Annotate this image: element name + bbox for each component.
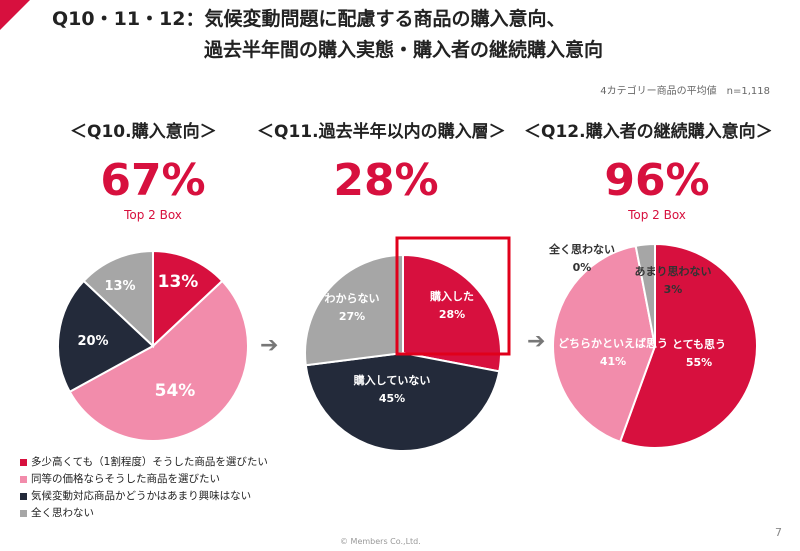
arrow-right-icon: ➔ xyxy=(260,333,279,358)
slice-value-label: 13% xyxy=(104,279,135,294)
pie-slice xyxy=(82,249,154,349)
legend-swatch xyxy=(20,492,27,500)
slice-label: 購入した xyxy=(429,289,474,303)
slice-value-label: 41% xyxy=(600,355,626,368)
slice-value-label: 20% xyxy=(77,334,108,349)
slice-label: 購入していない xyxy=(353,373,431,387)
page-title: Q10・11・12：気候変動問題に配慮する商品の購入意向、 過去半年間の購入実態… xyxy=(52,4,752,66)
slice-label: 全く思わない xyxy=(548,242,615,256)
pie-slice xyxy=(551,244,657,444)
pie-slice xyxy=(304,253,404,367)
pie-q12: とても思う 55% どちらかといえば思う 41% あまり思わない 3% 全く思わない 0% xyxy=(548,242,758,449)
pie-slice xyxy=(618,242,758,449)
pie-slice xyxy=(634,242,656,347)
slice-label: とても思う xyxy=(672,338,726,351)
legend-label: 気候変動対応商品かどうかはあまり興味はない xyxy=(31,490,252,502)
arrow-right-icon: ➔ xyxy=(527,329,546,354)
legend-label: 同等の価格ならそうした商品を選びたい xyxy=(31,473,220,485)
slice-value-label: 54% xyxy=(155,381,196,401)
sample-note: 4カテゴリー商品の平均値 n=1,118 xyxy=(600,86,770,97)
legend-swatch xyxy=(20,509,27,517)
title-line-2: 過去半年間の購入実態・購入者の継続購入意向 xyxy=(204,39,604,61)
panel-heading-q11: ＜Q11.過去半年以内の購入層＞ xyxy=(257,122,506,142)
big-percent-q12: 96% xyxy=(604,155,710,206)
slice-label: どちらかといえば思う xyxy=(558,336,668,350)
pie-q11: 購入した 28% 購入していない 45% わからない 27% xyxy=(304,253,502,452)
slice-label: あまり思わない xyxy=(635,265,712,278)
title-line-1: Q10・11・12：気候変動問題に配慮する商品の購入意向、 xyxy=(52,8,566,30)
highlight-box xyxy=(395,236,511,356)
legend-item: 同等の価格ならそうした商品を選びたい xyxy=(20,471,268,488)
legend-swatch xyxy=(20,475,27,483)
page-number: 7 xyxy=(775,526,782,539)
slice-label: わからない xyxy=(325,292,380,305)
pie-slice xyxy=(304,351,501,452)
top2box-label-q12: Top 2 Box xyxy=(628,208,686,222)
slice-value-label: 27% xyxy=(339,310,365,323)
slice-value-label: 28% xyxy=(439,308,465,321)
slice-value-label: 3% xyxy=(664,283,683,296)
legend-label: 全く思わない xyxy=(31,507,94,519)
panel-heading-q10: ＜Q10.購入意向＞ xyxy=(70,122,217,142)
legend-swatch xyxy=(20,458,27,466)
big-percent-q11: 28% xyxy=(333,155,439,206)
corner-accent xyxy=(0,0,30,30)
pie-slice xyxy=(152,249,224,349)
legend-label: 多少高くても（1割程度）そうした商品を選びたい xyxy=(31,456,268,468)
panel-heading-q12: ＜Q12.購入者の継続購入意向＞ xyxy=(524,122,773,142)
legend-item: 気候変動対応商品かどうかはあまり興味はない xyxy=(20,488,268,505)
pie-q10: 13% 54% 20% 13% xyxy=(57,249,249,442)
slice-value-label: 0% xyxy=(573,261,592,274)
pie-slice xyxy=(68,279,249,442)
copyright: © Members Co.,Ltd. xyxy=(340,537,421,546)
big-percent-q10: 67% xyxy=(100,155,206,206)
legend-item: 多少高くても（1割程度）そうした商品を選びたい xyxy=(20,454,268,471)
legend: 多少高くても（1割程度）そうした商品を選びたい 同等の価格ならそうした商品を選び… xyxy=(20,454,268,522)
top2box-label-q10: Top 2 Box xyxy=(124,208,182,222)
slice-value-label: 13% xyxy=(158,272,199,292)
pie-slice xyxy=(57,279,155,394)
slice-value-label: 55% xyxy=(686,356,712,369)
slice-value-label: 45% xyxy=(379,392,405,405)
legend-item: 全く思わない xyxy=(20,505,268,522)
